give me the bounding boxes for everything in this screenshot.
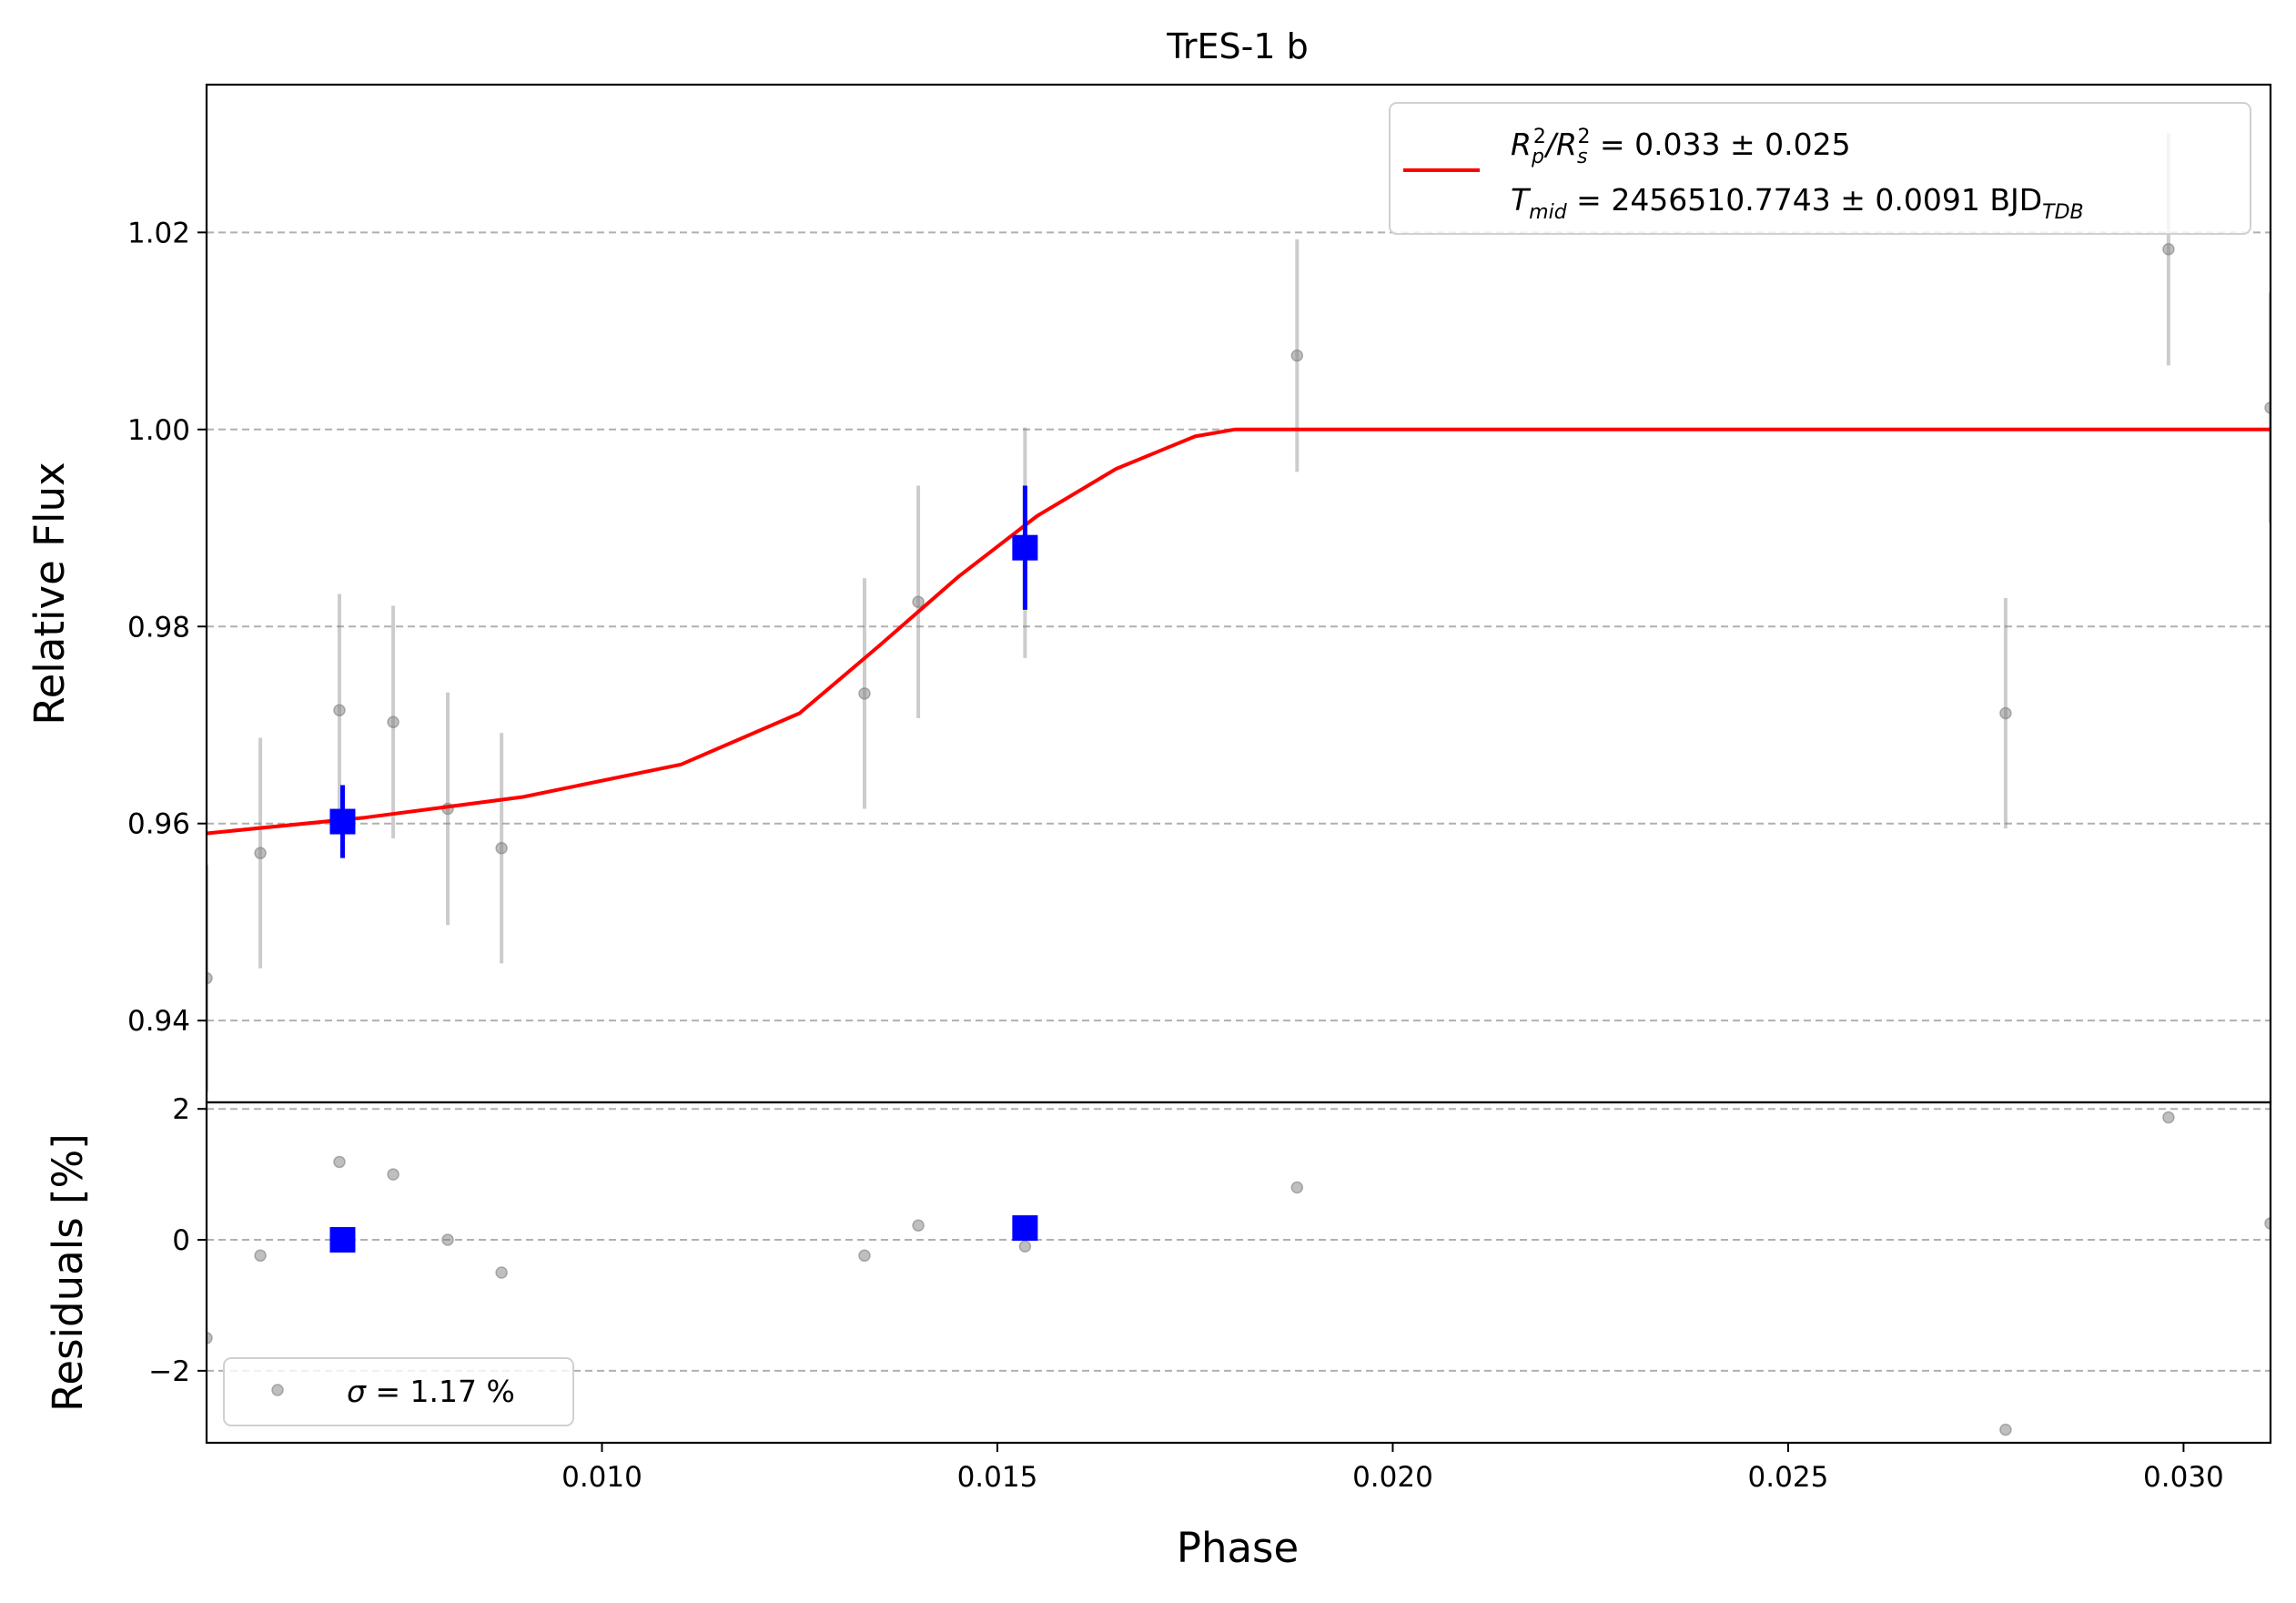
raw-residual-point [387,1168,400,1181]
top-y-tick-label: 1.00 [127,414,190,447]
x-tick-label: 0.030 [2143,1461,2224,1494]
raw-residual-point [2264,1217,2271,1230]
legend-depth-label: Rp2/Rs2 = 0.033 ± 0.025 [1511,126,1851,168]
bottom-y-tick-label: −2 [148,1355,190,1388]
raw-data-point [858,687,871,700]
raw-data-point [1999,706,2012,720]
raw-data-point [2162,242,2175,256]
raw-data-point [912,595,925,608]
x-axis-title: Phase [1177,1524,1299,1572]
chart-title: TrES-1 b [1166,26,1308,66]
raw-residual-point [1290,1181,1304,1194]
raw-data-point [1290,349,1304,362]
raw-residual-point [1999,1423,2012,1436]
top-legend: Rp2/Rs2 = 0.033 ± 0.025 Tmid = 2456510.7… [1389,102,2251,235]
binned-data-point [1012,534,1038,561]
bottom-y-axis: −2 0 2 [148,1093,207,1388]
binned-residual-point [329,1227,356,1253]
raw-residual-point [333,1155,346,1169]
legend-tmid-label: Tmid = 2456510.7743 ± 0.0091 BJDTDB [1511,182,2084,224]
x-tick-label: 0.015 [957,1461,1038,1494]
raw-residual-point [858,1249,871,1263]
binned-data-point [329,808,356,835]
raw-data-point [2264,401,2271,414]
y-axis-title-bottom: Residuals [%] [44,1133,92,1412]
bottom-y-tick-label: 2 [172,1093,190,1126]
top-y-axis: 0.94 0.96 0.98 1.00 1.02 [127,217,207,1038]
top-y-tick-label: 0.96 [127,808,190,841]
y-axis-title-top: Relative Flux [25,462,74,725]
raw-residual-point [441,1233,454,1246]
legend-residual-marker [271,1384,284,1396]
bottom-legend-box [223,1357,574,1426]
bottom-y-tick-label: 0 [172,1224,190,1257]
top-binned-points [329,485,1038,858]
legend-sigma-label: σ = 1.17 % [347,1374,515,1409]
top-y-tick-label: 0.98 [127,611,190,644]
raw-data-point [254,847,267,859]
top-y-tick-label: 0.94 [127,1005,190,1038]
raw-residual-point [1018,1240,1032,1253]
raw-data-point [495,842,508,855]
x-axis: 0.010 0.015 0.020 0.025 0.030 [561,1443,2224,1494]
top-legend-box [1389,102,2251,235]
raw-residual-point [2162,1111,2175,1124]
raw-residual-point [207,1332,213,1344]
top-y-tick-label: 1.02 [127,217,190,249]
residual-binned-points [329,1215,1038,1253]
bottom-legend: σ = 1.17 % [223,1357,574,1426]
x-tick-label: 0.020 [1352,1461,1433,1494]
x-tick-label: 0.025 [1748,1461,1829,1494]
transit-model-line [207,427,2271,836]
x-tick-label: 0.010 [561,1461,642,1494]
raw-residual-point [495,1266,508,1279]
raw-residual-point [912,1219,925,1232]
bottom-panel-frame [205,1101,2272,1445]
raw-residual-point [254,1249,267,1263]
transit-model-layer [207,427,2271,836]
raw-data-point [333,704,346,717]
top-raw-points [207,133,2271,1092]
raw-data-point [387,715,400,728]
raw-data-point [207,971,213,985]
binned-residual-point [1012,1215,1038,1242]
residual-raw-points [207,1111,2271,1436]
